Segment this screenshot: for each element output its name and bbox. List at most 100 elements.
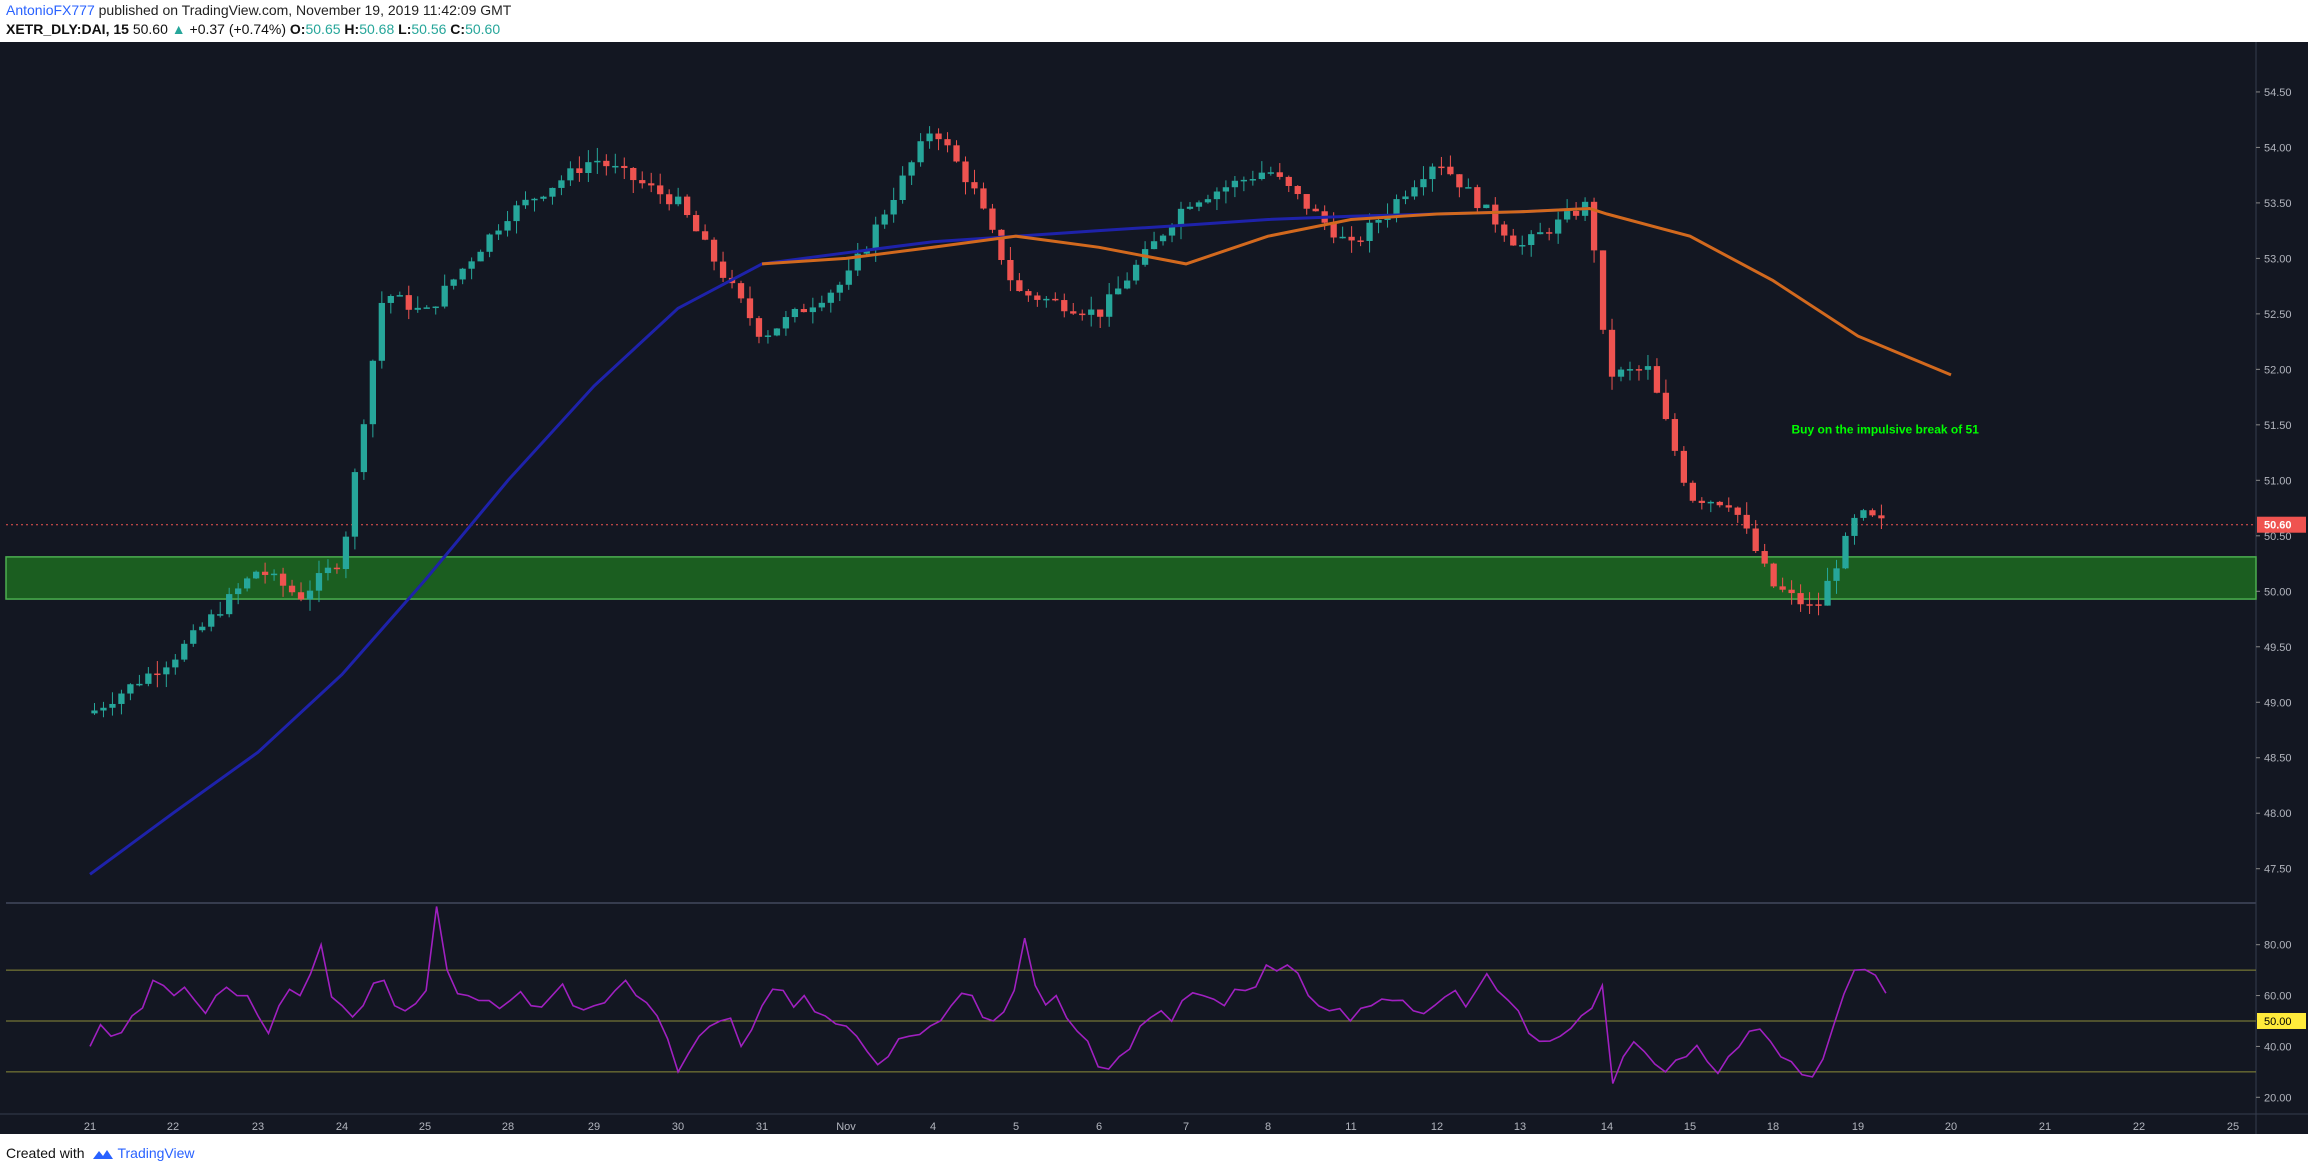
- candle-body: [504, 221, 511, 231]
- candle-body: [1213, 191, 1221, 200]
- candle-body: [1572, 211, 1580, 216]
- candle-body: [235, 588, 242, 595]
- candle-body: [1707, 501, 1714, 504]
- support-zone: [5, 556, 2257, 600]
- candle-body: [252, 571, 260, 579]
- rsi-tick-label: 20.00: [2264, 1092, 2292, 1104]
- candle-body: [477, 251, 484, 262]
- footer-prefix: Created with: [6, 1145, 85, 1161]
- time-tick-label: 12: [1431, 1121, 1443, 1133]
- candle-body: [217, 614, 224, 616]
- candle-body: [333, 567, 341, 570]
- rsi-axis-ticks: 80.00 60.00 40.00 20.00: [2256, 940, 2292, 1104]
- candle-body: [1438, 166, 1445, 169]
- candle-body: [926, 133, 933, 142]
- candle-body: [1456, 174, 1463, 188]
- candle-body: [710, 239, 718, 262]
- candle-body: [630, 167, 637, 181]
- candle-body: [755, 318, 763, 337]
- candle-body: [953, 145, 960, 162]
- candle-body: [1285, 176, 1292, 187]
- candle-body: [1644, 366, 1652, 370]
- candle-body: [199, 626, 206, 631]
- candle-body: [612, 165, 619, 168]
- high-value: 50.68: [359, 21, 395, 37]
- candle-body: [701, 231, 709, 240]
- candle-body: [1662, 392, 1670, 420]
- candle-body: [450, 279, 457, 286]
- candle-body: [486, 234, 493, 252]
- candle-body: [1330, 222, 1337, 238]
- time-tick-label: 30: [672, 1121, 684, 1133]
- candle-body: [683, 196, 691, 216]
- price-tick-label: 51.00: [2264, 475, 2292, 487]
- candle-body: [1402, 196, 1409, 200]
- candle-body: [603, 160, 610, 167]
- candle-body: [145, 673, 152, 684]
- time-tick-label: 28: [502, 1121, 514, 1133]
- candle-body: [1501, 224, 1508, 236]
- published-text: published on TradingView.com, November 1…: [98, 2, 512, 18]
- candle-body: [324, 567, 332, 574]
- candle-body: [163, 667, 170, 675]
- candle-body: [827, 292, 834, 303]
- candle-body: [648, 183, 655, 186]
- candle-body: [1097, 309, 1104, 317]
- open-label: O:: [289, 21, 306, 37]
- candle-body: [1204, 199, 1212, 203]
- publish-line: AntonioFX777 published on TradingView.co…: [6, 2, 511, 18]
- candle-body: [971, 182, 978, 189]
- candle-body: [1770, 563, 1777, 587]
- price-tick-label: 47.50: [2264, 864, 2292, 876]
- time-tick-label: 21: [2039, 1121, 2051, 1133]
- last-price-badge-label: 50.60: [2264, 520, 2292, 532]
- candle-body: [791, 309, 799, 318]
- candle-body: [531, 198, 538, 201]
- candle-body: [1519, 245, 1526, 247]
- candle-body: [190, 630, 197, 644]
- symbol-name: XETR_DLY:DAI, 15: [6, 21, 129, 37]
- candle-body: [1563, 211, 1571, 220]
- candle-body: [639, 180, 646, 184]
- candle-body: [118, 693, 125, 704]
- low-label: L:: [398, 21, 412, 37]
- candle-body: [226, 594, 233, 615]
- candle-body: [594, 160, 601, 163]
- footer-brand[interactable]: TradingView: [117, 1145, 195, 1161]
- candle-body: [369, 360, 376, 425]
- candle-body: [522, 199, 529, 206]
- rsi-tick-label: 80.00: [2264, 940, 2292, 952]
- price-chart[interactable]: Buy on the impulsive break of 5154.5054.…: [0, 42, 2308, 1142]
- candle-body: [1806, 604, 1813, 606]
- candle-body: [243, 578, 251, 589]
- price-tick-label: 48.00: [2264, 808, 2292, 820]
- candle-body: [208, 614, 215, 627]
- price-tick-label: 52.50: [2264, 309, 2292, 321]
- candle-body: [1249, 179, 1256, 181]
- candle-body: [1555, 219, 1562, 234]
- candle-body: [109, 703, 116, 708]
- candle-body: [1761, 551, 1768, 564]
- time-tick-label: 31: [756, 1121, 768, 1133]
- candle-body: [980, 188, 987, 209]
- candle-body: [1528, 234, 1535, 246]
- candle-body: [1698, 500, 1705, 503]
- candle-body: [1492, 204, 1499, 225]
- candle-body: [1716, 501, 1723, 506]
- rsi-current-badge: [2257, 1012, 2306, 1029]
- candle-body: [1797, 593, 1804, 605]
- candle-body: [1590, 201, 1598, 251]
- candle-body: [423, 307, 430, 309]
- candle-body: [1195, 202, 1203, 207]
- last-price: 50.60: [132, 21, 168, 37]
- candle-body: [279, 573, 287, 586]
- candle-body: [1626, 369, 1634, 371]
- candle-body: [100, 707, 107, 711]
- candle-body: [1653, 366, 1661, 393]
- candle-body: [1231, 180, 1239, 188]
- rsi-tick-label: 40.00: [2264, 1041, 2292, 1053]
- candle-body: [1465, 187, 1472, 189]
- candle-body: [1339, 236, 1346, 239]
- candle-body: [1833, 568, 1840, 581]
- author-link[interactable]: AntonioFX777: [6, 2, 95, 18]
